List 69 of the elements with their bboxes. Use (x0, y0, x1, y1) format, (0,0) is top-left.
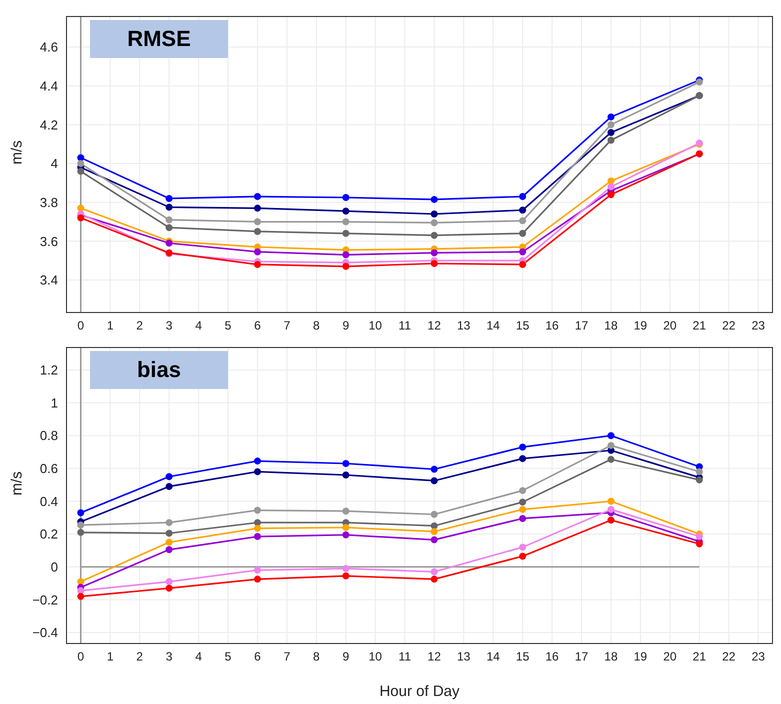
x-tick-label: 17 (574, 650, 589, 664)
x-tick-label: 6 (254, 650, 262, 664)
x-tick-label: 11 (398, 650, 412, 664)
y-tick-label: 1.2 (40, 362, 58, 378)
x-tick-label: 9 (342, 318, 350, 333)
x-tick-label: 1 (106, 650, 114, 664)
x-tick-label: 8 (313, 650, 320, 664)
y-axis-title: m/s (8, 471, 26, 496)
x-tick-label: 14 (486, 650, 500, 664)
x-tick-label: 13 (457, 318, 471, 333)
y-tick-label: 4.4 (40, 78, 58, 94)
y-axis-title: m/s (8, 140, 26, 164)
x-tick-label: 22 (722, 318, 736, 333)
y-tick-label: 3.8 (40, 194, 58, 210)
x-tick-label: 9 (342, 650, 350, 664)
x-tick-label: 12 (428, 650, 442, 664)
x-tick-label: 20 (663, 318, 677, 333)
x-tick-label: 5 (224, 650, 232, 664)
x-tick-label: 2 (136, 318, 144, 333)
x-tick-label: 19 (634, 318, 648, 333)
y-tick-label: 0.8 (40, 428, 58, 444)
x-tick-label: 15 (516, 318, 530, 333)
x-tick-label: 6 (254, 318, 262, 333)
x-tick-label: 4 (195, 318, 202, 333)
y-tick-label: 0.4 (40, 494, 58, 509)
x-tick-label: 2 (136, 650, 144, 664)
x-tick-label: 11 (398, 318, 412, 333)
x-tick-label: 20 (663, 650, 677, 664)
x-tick-label: 18 (604, 318, 618, 333)
x-tick-label: 5 (224, 318, 232, 333)
x-tick-label: 19 (634, 650, 648, 664)
y-tick-label: 4.2 (40, 117, 58, 132)
x-axis-title: Hour of Day (379, 683, 460, 700)
x-tick-label: 3 (166, 650, 173, 664)
x-tick-label: 17 (574, 318, 589, 333)
text: RMSE (127, 26, 191, 52)
x-tick-label: 7 (284, 650, 291, 664)
x-tick-label: 0 (77, 318, 84, 333)
x-tick-label: 15 (516, 650, 530, 664)
y-tick-label: 3.4 (40, 272, 58, 288)
x-tick-label: 18 (604, 650, 618, 664)
x-tick-label: 23 (752, 318, 766, 333)
x-tick-label: 10 (368, 650, 382, 664)
y-tick-label: 1 (50, 395, 58, 410)
x-tick-label: 4 (195, 650, 202, 664)
y-tick-label: 0.6 (40, 461, 58, 476)
x-tick-label: 0 (77, 650, 84, 664)
x-tick-label: 23 (752, 650, 766, 664)
y-tick-label: 4 (50, 156, 58, 172)
y-tick-label: 3.6 (40, 234, 58, 249)
x-tick-label: 7 (284, 318, 291, 333)
x-tick-label: 16 (545, 318, 560, 333)
x-tick-label: 10 (368, 318, 382, 333)
x-tick-label: 13 (457, 650, 471, 664)
x-tick-label: 1 (106, 318, 114, 333)
x-tick-label: 14 (486, 318, 500, 333)
x-tick-label: 12 (428, 318, 442, 333)
y-tick-label: −0.2 (32, 592, 58, 608)
x-tick-label: 16 (545, 650, 560, 664)
y-tick-label: 4.6 (40, 40, 58, 55)
x-tick-label: 8 (313, 318, 320, 333)
text: bias (136, 357, 182, 383)
x-tick-label: 22 (722, 650, 736, 664)
y-tick-label: −0.4 (32, 625, 58, 640)
y-tick-label: 0 (50, 559, 58, 574)
y-tick-label: 0.2 (40, 526, 58, 542)
x-tick-label: 21 (692, 650, 706, 664)
x-tick-label: 21 (692, 318, 706, 333)
x-tick-label: 3 (166, 318, 173, 333)
